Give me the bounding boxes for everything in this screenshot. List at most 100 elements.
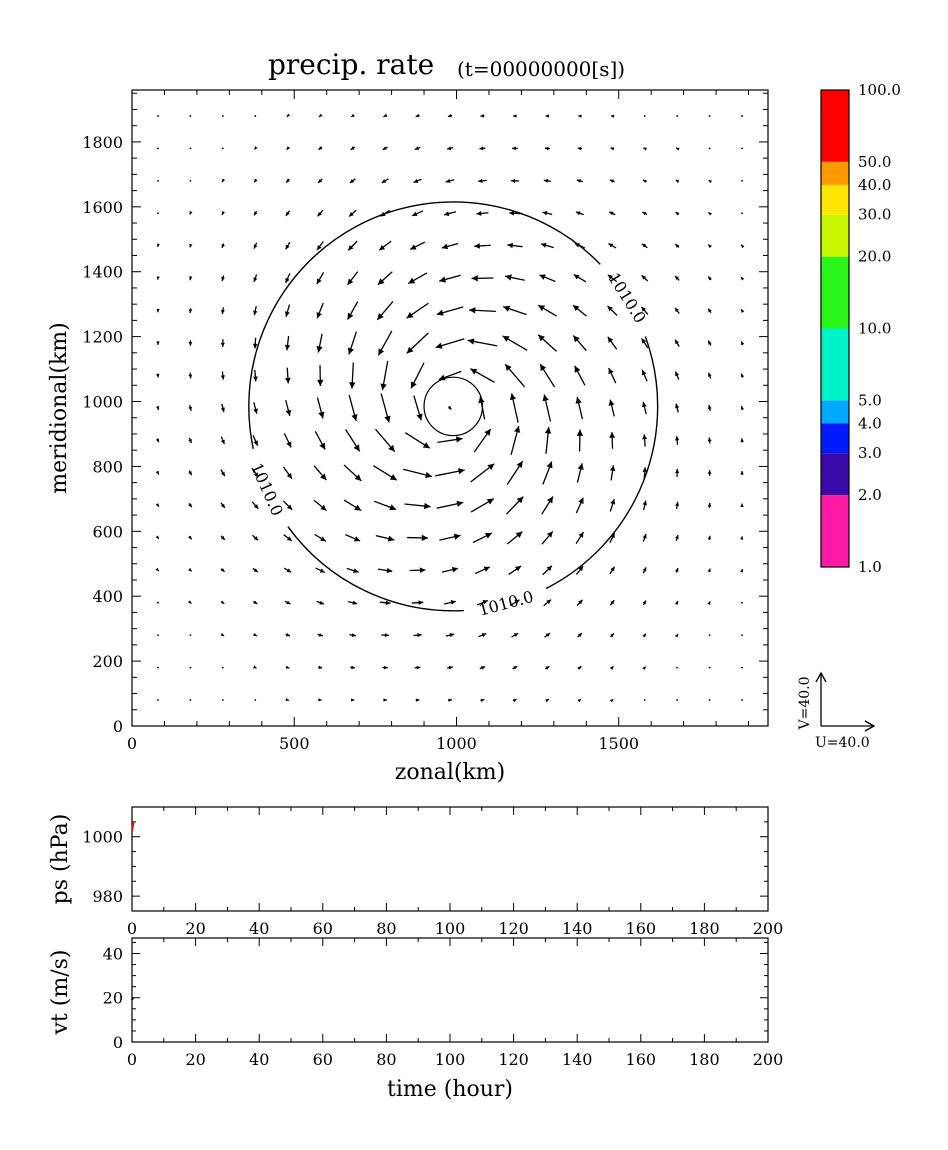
wind-vector [573, 274, 587, 283]
wind-vector [436, 500, 464, 509]
wind-vector [318, 665, 323, 669]
wind-vector [284, 335, 291, 351]
wind-vector [373, 465, 398, 481]
wind-vector [674, 307, 680, 314]
wind-vector [609, 465, 616, 481]
wind-vector [283, 466, 293, 480]
wind-vector [376, 301, 394, 321]
wind-vector [476, 599, 489, 606]
wind-vector [510, 178, 519, 183]
y-tick-label: 20 [103, 989, 123, 1008]
wind-vector [740, 373, 745, 378]
vector-point [189, 634, 192, 637]
wind-vector [220, 339, 225, 347]
wind-vector [575, 565, 584, 575]
wind-vector [253, 632, 258, 637]
wind-vector [642, 666, 647, 670]
wind-vector [155, 438, 160, 443]
wind-vector [641, 243, 648, 249]
wind-vector [610, 147, 615, 151]
wind-vector [317, 365, 324, 387]
wind-vector [284, 600, 291, 605]
colorbar-segment [821, 256, 849, 329]
wind-vector [447, 698, 453, 703]
wind-vector [189, 243, 193, 248]
x-tick-label: 100 [435, 1050, 466, 1069]
vector-point [643, 115, 646, 117]
wind-vector [344, 533, 361, 542]
contour-label: 1010.0 [477, 587, 536, 620]
wind-vector [674, 275, 680, 281]
x-tick-label: 0 [127, 1050, 137, 1069]
wind-vector [471, 275, 494, 282]
contour-line [545, 336, 659, 590]
wind-vector [707, 568, 711, 573]
wind-vector [544, 146, 550, 151]
main-x-tick-labels: 0 500 1000 1500 [127, 734, 639, 753]
y-tick-label: 600 [92, 522, 123, 541]
wind-vector [707, 244, 712, 249]
wind-vector [642, 500, 647, 511]
wind-vector [544, 632, 551, 638]
wind-vector [675, 179, 680, 184]
wind-vector [253, 665, 257, 669]
x-tick-label: 140 [562, 919, 593, 938]
wind-vector [479, 665, 486, 670]
wind-vector [545, 114, 550, 118]
wind-vector [707, 308, 712, 314]
wind-vector [509, 599, 520, 607]
wind-vector [577, 146, 583, 151]
wind-vector [643, 147, 647, 151]
wind-vector [156, 308, 160, 313]
wind-vector [642, 533, 647, 542]
vector-point [221, 115, 224, 117]
wind-vector [316, 302, 324, 319]
wind-vector [156, 373, 160, 378]
wind-vector [383, 113, 388, 118]
wind-vector [382, 146, 388, 151]
wind-vector [252, 434, 259, 446]
wind-vector [608, 242, 617, 249]
colorbar-tick-label: 30.0 [858, 206, 891, 224]
wind-vector [381, 178, 389, 184]
colorbar-tick-label: 2.0 [858, 486, 882, 504]
wind-vector [313, 465, 327, 481]
wind-vector [413, 178, 422, 184]
wind-vector [220, 371, 225, 380]
ref-vector-u-label: U=40.0 [815, 735, 870, 751]
x-tick-label: 40 [249, 1050, 269, 1069]
vector-point [741, 179, 743, 182]
wind-vector [188, 405, 193, 411]
colorbar-tick-label: 50.0 [858, 153, 891, 171]
wind-vector [479, 146, 486, 151]
wind-vector [707, 535, 712, 541]
colorbar-segment [821, 328, 849, 401]
wind-vector [675, 534, 679, 541]
wind-vector [609, 179, 615, 183]
wind-vector [708, 211, 712, 216]
main-y-tick-labels: 0 200 400 600 800 1000 1200 1400 1600 1800 [82, 133, 123, 736]
wind-vector [348, 394, 358, 422]
wind-vector-field [155, 113, 745, 703]
vector-point [708, 666, 711, 669]
wind-vector [609, 498, 616, 512]
wind-vector [282, 500, 293, 511]
wind-vector [383, 698, 387, 702]
wind-vector [283, 534, 293, 542]
wind-vector [318, 698, 322, 702]
wind-vector [575, 211, 584, 216]
wind-vector [406, 302, 429, 319]
wind-vector [155, 535, 160, 540]
wind-vector [413, 395, 423, 421]
colorbar: 1.0 2.0 3.0 4.0 5.0 10.0 20.0 30.0 40.0 50.0 100.0 [820, 81, 901, 576]
vt-panel: 0 20 40 60 80 100 120 140 160 180 200 0 20 40 [103, 938, 783, 1069]
wind-vector [641, 337, 649, 349]
wind-vector [642, 179, 647, 184]
wind-vector [609, 566, 616, 575]
wind-vector [707, 276, 712, 281]
wind-vector [542, 565, 553, 576]
wind-vector [544, 665, 550, 670]
wind-vector [642, 600, 647, 606]
vector-point [708, 634, 711, 637]
y-tick-label: 1800 [82, 133, 123, 152]
